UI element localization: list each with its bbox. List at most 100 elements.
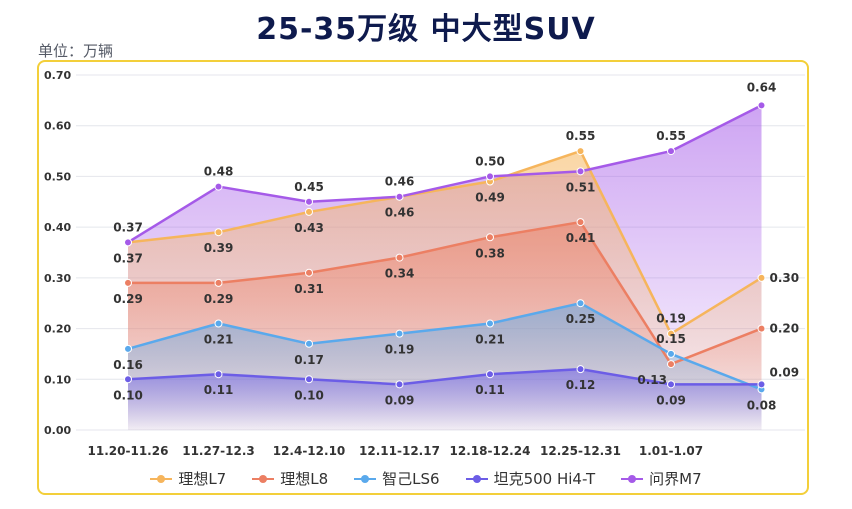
data-label: 0.12 — [566, 378, 596, 392]
data-label: 0.46 — [385, 175, 415, 189]
data-point — [486, 319, 494, 328]
data-point — [124, 375, 132, 384]
data-label: 0.13 — [637, 373, 667, 387]
series-line-4 — [127, 104, 763, 244]
data-point — [214, 278, 223, 287]
data-point — [305, 339, 313, 348]
data-point — [124, 238, 132, 247]
data-label: 0.30 — [770, 271, 800, 285]
data-label: 0.41 — [566, 231, 596, 245]
legend-item: 问界M7 — [621, 468, 702, 489]
data-point — [576, 365, 585, 374]
legend-item: 坦克500 Hi4-T — [465, 468, 596, 489]
data-point — [124, 344, 132, 353]
data-point — [395, 380, 404, 389]
legend-item: 智己LS6 — [354, 468, 440, 489]
legend-marker — [465, 473, 488, 485]
legend-label: 理想L7 — [178, 470, 227, 488]
series-line-3 — [127, 367, 762, 386]
data-point — [576, 147, 585, 156]
data-label: 0.21 — [475, 333, 505, 347]
legend-item: 理想L7 — [150, 468, 226, 489]
data-label: 0.48 — [204, 165, 234, 179]
data-point — [576, 218, 585, 227]
data-point — [214, 370, 223, 379]
data-label: 0.50 — [475, 154, 505, 168]
data-point — [757, 273, 766, 282]
data-point — [395, 192, 404, 201]
data-point — [395, 253, 404, 262]
data-label: 0.38 — [475, 246, 505, 260]
data-label: 0.37 — [113, 251, 143, 265]
legend-label: 坦克500 Hi4-T — [493, 470, 596, 488]
data-label: 0.31 — [294, 282, 324, 296]
data-point — [124, 278, 132, 287]
data-label: 0.55 — [656, 129, 686, 143]
data-label: 0.11 — [475, 383, 505, 397]
data-point — [757, 324, 766, 333]
y-tick-label: 0.00 — [44, 424, 71, 437]
chart-frame — [37, 60, 809, 495]
data-label: 0.10 — [294, 388, 324, 402]
data-point — [667, 329, 675, 338]
legend-marker — [150, 473, 173, 485]
data-label: 0.09 — [656, 393, 686, 407]
legend-label: 理想L8 — [280, 470, 329, 488]
data-label: 0.43 — [294, 221, 324, 235]
data-label: 0.10 — [113, 388, 143, 402]
data-point — [305, 207, 313, 216]
data-point — [486, 233, 494, 242]
data-point — [757, 101, 766, 110]
data-point — [667, 147, 675, 156]
data-point — [757, 380, 766, 389]
data-point — [214, 228, 223, 237]
x-tick-label: 12.25-12.31 — [540, 444, 621, 458]
data-label: 0.21 — [204, 333, 234, 347]
x-tick-label: 12.11-12.17 — [359, 444, 440, 458]
data-point — [576, 299, 585, 308]
data-label: 0.49 — [475, 191, 505, 205]
x-tick-label: 11.27-12.3 — [182, 444, 255, 458]
y-tick-label: 0.60 — [44, 120, 71, 133]
data-label: 0.64 — [747, 80, 777, 94]
x-tick-label: 11.20-11.26 — [88, 444, 169, 458]
data-point — [486, 172, 494, 181]
data-point — [305, 268, 313, 277]
y-tick-label: 0.70 — [44, 69, 71, 82]
data-label: 0.20 — [770, 322, 800, 336]
series-line-0 — [127, 149, 763, 335]
data-label: 0.09 — [770, 365, 800, 379]
data-point — [395, 329, 404, 338]
data-label: 0.19 — [656, 312, 686, 326]
data-label: 0.39 — [204, 241, 234, 255]
data-point — [667, 360, 675, 369]
data-point — [305, 197, 313, 206]
data-point — [667, 349, 675, 358]
data-point — [576, 167, 585, 176]
data-label: 0.29 — [204, 292, 234, 306]
data-point — [305, 375, 313, 384]
series-line-2 — [127, 301, 762, 391]
y-tick-label: 0.20 — [44, 323, 71, 336]
data-label: 0.16 — [113, 358, 143, 372]
legend-marker — [621, 473, 644, 485]
data-point — [486, 370, 494, 379]
series-line-1 — [128, 220, 762, 366]
area-3 — [128, 369, 762, 430]
data-label: 0.19 — [385, 343, 415, 357]
x-tick-label: 1.01-1.07 — [639, 444, 703, 458]
data-label: 0.25 — [566, 312, 596, 326]
data-label: 0.11 — [204, 383, 234, 397]
data-label: 0.55 — [566, 129, 596, 143]
legend-marker — [252, 473, 275, 485]
data-point — [667, 380, 675, 389]
data-label: 0.45 — [294, 180, 324, 194]
legend-label: 智己LS6 — [382, 470, 440, 488]
y-tick-label: 0.40 — [44, 221, 71, 234]
chart-legend: 理想L7 理想L8 智己LS6 坦克500 Hi4-T 问界M7 — [0, 468, 852, 489]
data-label: 0.46 — [385, 206, 415, 220]
x-tick-label: 12.18-12.24 — [450, 444, 531, 458]
y-tick-label: 0.10 — [44, 373, 71, 386]
data-point — [214, 182, 223, 191]
